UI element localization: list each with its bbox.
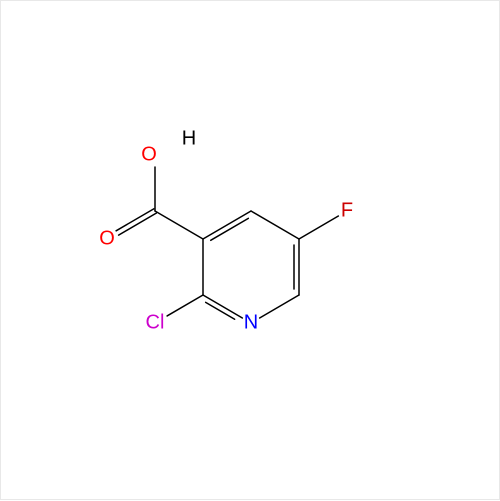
atom-o: O <box>99 228 115 251</box>
atom-n: N <box>244 312 258 335</box>
atom-h: H <box>182 128 196 151</box>
atom-o: O <box>141 144 157 167</box>
atom-f: F <box>341 200 353 223</box>
molecule-diagram: N O O H Cl F <box>0 0 500 500</box>
bond-layer <box>1 1 500 501</box>
atom-cl: Cl <box>146 312 165 335</box>
